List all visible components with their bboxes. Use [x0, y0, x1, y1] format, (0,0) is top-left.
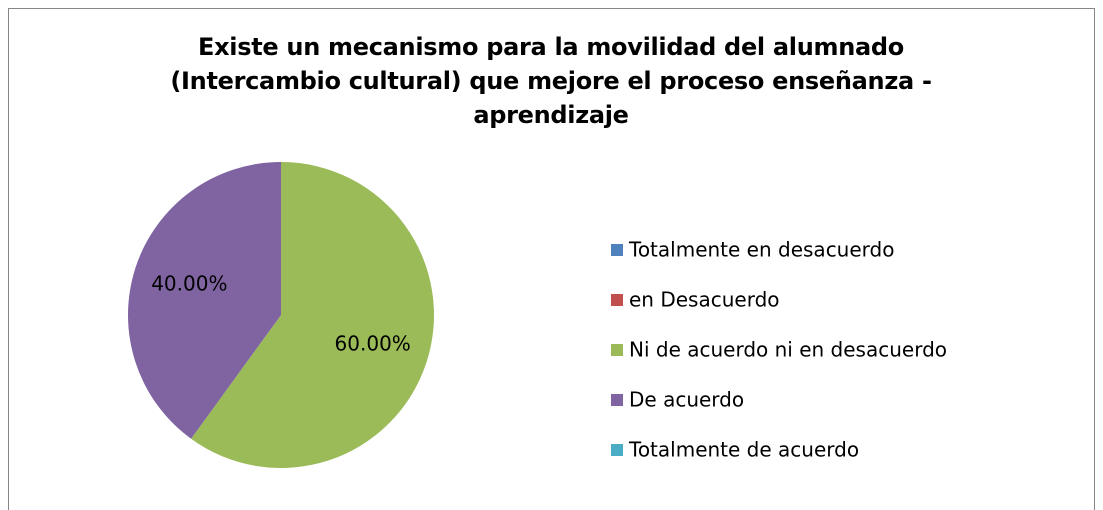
legend-swatch: [611, 444, 623, 456]
chart-title: Existe un mecanismo para la movilidad de…: [170, 33, 932, 129]
legend-label: Ni de acuerdo ni en desacuerdo: [629, 338, 947, 362]
pie-slice: [191, 162, 434, 469]
legend-label: Totalmente de acuerdo: [628, 438, 859, 462]
legend-swatch: [611, 394, 623, 406]
legend-label: en Desacuerdo: [629, 288, 780, 312]
pie-slice: [128, 162, 281, 439]
legend-swatch: [611, 344, 623, 356]
legend-swatch: [611, 244, 623, 256]
data-label: 40.00%: [151, 272, 227, 296]
legend-label: De acuerdo: [629, 388, 744, 412]
legend-label: Totalmente en desacuerdo: [628, 238, 894, 262]
legend-swatch: [611, 294, 623, 306]
data-label: 60.00%: [335, 331, 411, 355]
